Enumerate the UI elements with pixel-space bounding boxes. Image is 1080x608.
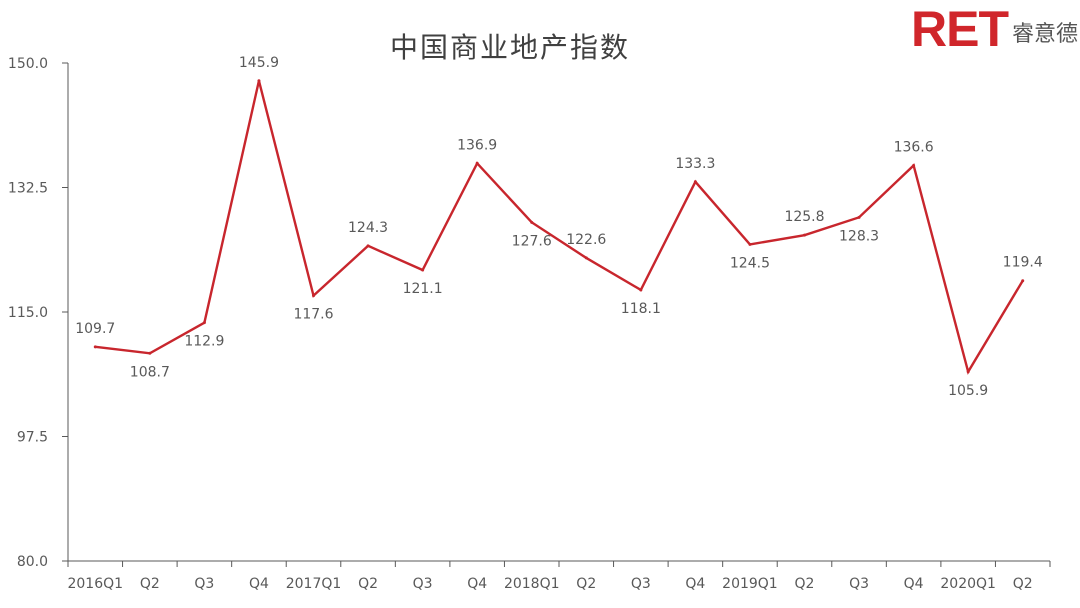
data-label: 119.4 xyxy=(1003,255,1043,271)
data-label: 108.7 xyxy=(130,364,170,380)
y-tick-label: 97.5 xyxy=(17,430,48,446)
x-tick-label: 2016Q1 xyxy=(67,576,123,592)
data-point xyxy=(639,288,643,292)
y-tick-label: 115.0 xyxy=(8,305,48,321)
data-point xyxy=(912,163,916,167)
data-label: 121.1 xyxy=(403,281,443,297)
y-tick-label: 132.5 xyxy=(8,181,48,197)
data-label: 136.6 xyxy=(894,139,934,155)
data-label: 118.1 xyxy=(621,301,661,317)
data-point xyxy=(584,256,588,260)
data-point xyxy=(93,345,97,349)
data-point xyxy=(530,220,534,224)
data-point xyxy=(312,294,315,298)
x-tick-label: Q4 xyxy=(467,576,487,592)
data-point xyxy=(857,215,861,219)
data-label: 145.9 xyxy=(239,55,279,71)
x-tick-label: Q3 xyxy=(849,576,869,592)
chart-title: 中国商业地产指数 xyxy=(389,31,630,64)
x-tick-label: Q4 xyxy=(904,576,924,592)
x-tick-label: 2019Q1 xyxy=(722,576,778,592)
data-point xyxy=(202,321,206,325)
data-point xyxy=(693,180,697,184)
data-label: 124.5 xyxy=(730,255,770,271)
y-tick-label: 150.0 xyxy=(8,56,48,72)
data-label: 122.6 xyxy=(566,232,606,248)
data-label: 124.3 xyxy=(348,220,388,236)
data-label: 133.3 xyxy=(675,156,715,172)
data-label: 136.9 xyxy=(457,137,497,153)
data-label: 127.6 xyxy=(512,233,552,249)
brand-logo: RET 睿意德 xyxy=(910,1,1078,57)
data-point xyxy=(1021,279,1025,283)
data-point xyxy=(475,161,479,165)
series-line xyxy=(95,80,1024,375)
x-tick-label: 2017Q1 xyxy=(286,576,342,592)
x-tick-label: Q4 xyxy=(249,576,269,592)
x-tick-label: 2018Q1 xyxy=(504,576,560,592)
data-label: 117.6 xyxy=(293,307,333,323)
brand-mark: RET xyxy=(910,1,1009,57)
x-tick-label: Q3 xyxy=(194,576,214,592)
x-tick-label: Q4 xyxy=(685,576,705,592)
x-tick-label: Q2 xyxy=(795,576,815,592)
x-tick-label: Q2 xyxy=(576,576,596,592)
brand-name: 睿意德 xyxy=(1011,22,1078,47)
data-label: 109.7 xyxy=(75,321,115,337)
x-tick-label: Q3 xyxy=(413,576,433,592)
data-point xyxy=(748,242,752,246)
data-point xyxy=(257,79,261,83)
x-tick-label: 2020Q1 xyxy=(940,576,996,592)
data-point xyxy=(966,370,970,374)
data-label: 125.8 xyxy=(784,209,824,225)
data-label: 105.9 xyxy=(948,383,988,399)
data-label: 128.3 xyxy=(839,228,879,244)
data-label: 112.9 xyxy=(184,334,224,350)
data-point xyxy=(366,244,370,248)
data-point xyxy=(803,233,806,237)
data-point xyxy=(421,268,425,272)
x-tick-label: Q2 xyxy=(140,576,160,592)
x-tick-label: Q2 xyxy=(358,576,378,592)
x-tick-label: Q3 xyxy=(631,576,651,592)
data-point xyxy=(148,351,152,355)
x-tick-label: Q2 xyxy=(1013,576,1033,592)
y-tick-label: 80.0 xyxy=(17,554,48,570)
